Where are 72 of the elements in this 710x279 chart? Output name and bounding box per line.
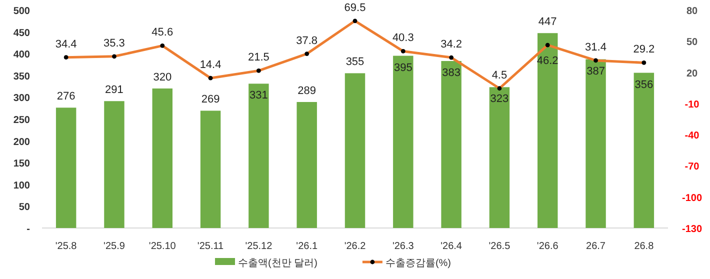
- bar: [248, 84, 269, 228]
- bar: [152, 88, 172, 228]
- y2-tick-label: -40: [684, 130, 700, 142]
- data-label: 269: [201, 94, 220, 106]
- x-tick-label: '25.8: [55, 241, 78, 252]
- bar: [489, 87, 510, 228]
- legend-label: 수출증감률(%): [385, 258, 452, 269]
- x-tick-label: '26.5: [488, 241, 511, 252]
- y-tick-label: 150: [13, 158, 30, 170]
- data-label: 45.6: [152, 26, 174, 39]
- y-tick-label: 100: [13, 180, 30, 192]
- x-tick-label: '26.4: [440, 241, 462, 252]
- data-label: 69.5: [344, 2, 366, 14]
- data-label: 4.5: [492, 69, 508, 82]
- y-tick-label: 450: [13, 28, 30, 39]
- data-label: 31.4: [585, 41, 606, 54]
- bar: [441, 61, 462, 228]
- bar: [344, 73, 366, 228]
- legend-label: 수출액(천만 달러): [238, 258, 318, 269]
- y-tick-label: 400: [13, 50, 30, 61]
- data-label: 40.3: [392, 32, 414, 44]
- bar: [104, 101, 124, 228]
- y-tick-label: -: [26, 224, 30, 235]
- bar: [296, 102, 317, 228]
- data-label: 291: [105, 84, 124, 96]
- bar: [200, 110, 221, 228]
- y-tick-label: 300: [13, 93, 30, 104]
- bar: [586, 59, 606, 228]
- x-tick-label: '26.3: [392, 241, 414, 252]
- data-label: 289: [298, 84, 316, 97]
- x-tick-label: '26.6: [536, 241, 559, 252]
- y2-tick-label: -130: [682, 224, 702, 235]
- data-label: 331: [250, 90, 268, 102]
- x-tick-label: '25.9: [104, 241, 126, 252]
- y2-tick-label: 80: [686, 6, 698, 17]
- bar: [634, 72, 654, 228]
- y2-tick-label: 20: [686, 68, 698, 80]
- data-label: 323: [490, 93, 509, 106]
- data-label: 21.5: [248, 52, 270, 64]
- data-label: 383: [442, 67, 460, 80]
- data-label: 387: [586, 65, 605, 78]
- x-tick-label: '25.10: [148, 241, 176, 252]
- x-tick-label: '26.2: [344, 241, 366, 252]
- data-label: 447: [538, 16, 557, 28]
- bar: [56, 108, 76, 228]
- y-tick-label: 200: [13, 136, 30, 148]
- y-tick-label: 50: [18, 202, 30, 214]
- x-tick-label: '26.1: [296, 241, 318, 252]
- y2-tick-label: -100: [682, 192, 702, 204]
- data-label: 14.4: [200, 59, 222, 72]
- y2-tick-label: 50: [686, 37, 698, 48]
- y2-tick-label: -70: [684, 162, 700, 173]
- data-label: 34.2: [440, 38, 462, 51]
- y-tick-label: 250: [13, 115, 30, 126]
- bar: [538, 33, 558, 228]
- data-label: 355: [346, 56, 364, 68]
- x-tick-label: '25.12: [245, 241, 273, 252]
- data-label: 35.3: [104, 37, 125, 50]
- data-label: 37.8: [296, 34, 318, 47]
- data-label: 395: [394, 62, 412, 74]
- data-label: 320: [153, 71, 172, 84]
- data-label: 29.2: [633, 44, 655, 56]
- data-label: 34.4: [55, 38, 77, 50]
- y2-tick-label: -10: [684, 99, 700, 110]
- x-tick-label: '25.11: [197, 241, 224, 252]
- y-tick-label: 500: [13, 6, 30, 17]
- x-tick-label: 26.8: [634, 241, 654, 252]
- x-tick-label: 26.7: [586, 241, 606, 252]
- bar: [393, 56, 414, 228]
- y-tick-label: 350: [13, 71, 30, 82]
- data-label: 356: [634, 78, 654, 91]
- data-label: 276: [56, 90, 76, 103]
